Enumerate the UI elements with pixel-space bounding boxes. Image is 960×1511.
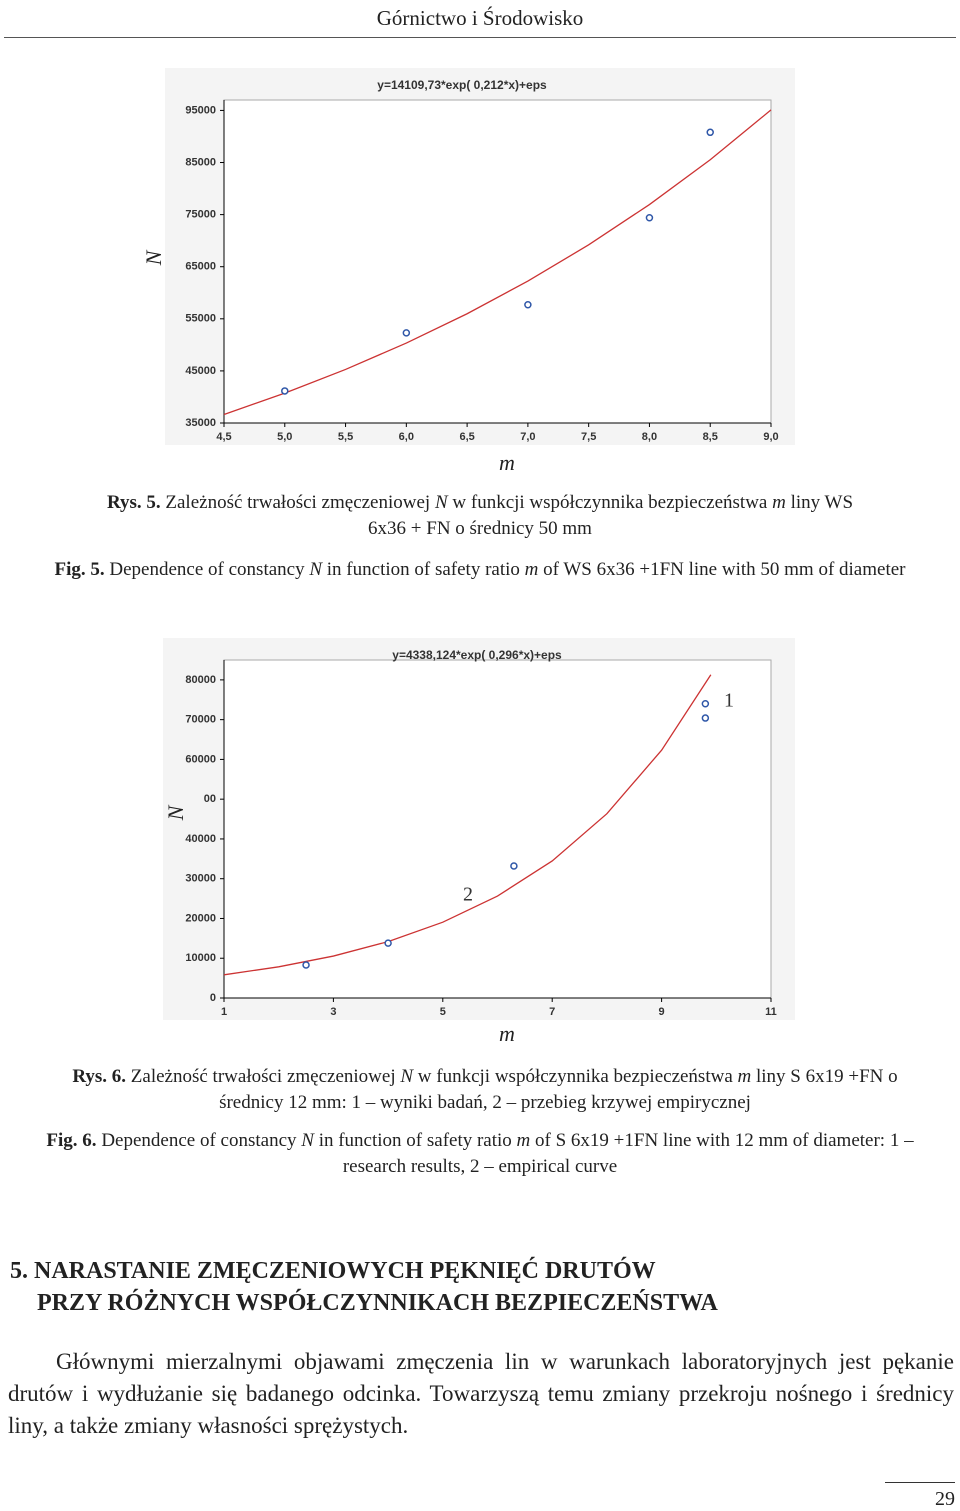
x-tick-label: 4,5 (216, 431, 231, 443)
caption-text: Dependence of constancy (96, 1130, 302, 1151)
caption-text: liny WS 6x36 + FN o średnicy 50 mm (368, 492, 854, 539)
caption-text: of S 6x19 +1FN line with 12 mm of diamet… (342, 1130, 914, 1177)
data-point (402, 329, 411, 337)
y-tick-label: 55000 (185, 313, 216, 325)
caption-text: in function of safety ratio (322, 559, 525, 580)
caption-text: m (737, 1066, 752, 1087)
caption-text: liny S 6x19 +FN o średnicy 12 mm: 1 – wy… (219, 1066, 898, 1113)
data-point (701, 714, 710, 722)
figure-caption: Rys. 6. Zależność trwałości zmęczeniowej… (60, 1064, 910, 1116)
caption-text: m (772, 492, 786, 513)
x-axis-label: m (499, 450, 515, 475)
y-tick-label: 0 (210, 992, 216, 1004)
chart: y=4338,124*exp( 0,296*x)+eps 0 10000 20000 3… (163, 638, 795, 1046)
caption-text: Zależność trwałości zmęczeniowej (160, 492, 435, 513)
page-rule (885, 1482, 955, 1483)
y-axis-label: N (141, 249, 166, 266)
y-tick-label: 85000 (185, 156, 216, 168)
caption-text: w funkcji współczynnika bezpieczeństwa (413, 1066, 738, 1087)
data-point (524, 300, 532, 309)
data-point (384, 939, 392, 947)
x-tick-label: 5,0 (277, 431, 292, 443)
caption-label: Rys. 5. (106, 492, 161, 513)
x-tick-label: 6,0 (399, 431, 414, 443)
x-tick-label: 9 (659, 1006, 665, 1018)
y-tick-label: 40000 (185, 833, 216, 845)
running-header: Górnictwo i Środowisko (376, 6, 584, 30)
chart-title: y=4338,124*exp( 0,296*x)+eps (392, 648, 562, 662)
x-axis-label: m (499, 1021, 515, 1046)
y-tick-label: 30000 (185, 873, 216, 885)
caption-text: Dependence of constancy (104, 559, 310, 580)
y-tick-label: 10000 (185, 952, 216, 964)
data-point (281, 387, 289, 395)
caption-label: Fig. 5. (54, 559, 105, 580)
plot-area (223, 659, 772, 999)
x-tick-label: 1 (221, 1006, 227, 1018)
x-tick-label: 9,0 (763, 431, 778, 443)
caption-text: N (400, 1066, 414, 1087)
data-point (510, 862, 518, 870)
x-tick-label: 7 (549, 1006, 555, 1018)
chart: y=14109,73*exp( 0,212*x)+eps 35000 45000 55… (141, 68, 795, 475)
heading-line: PRZY RÓŻNYCH WSPÓŁCZYNNIKACH BEZPIECZEŃS… (37, 1290, 718, 1316)
chart-title: y=14109,73*exp( 0,212*x)+eps (377, 78, 547, 92)
x-tick-label: 6,5 (459, 431, 474, 443)
caption-label: Rys. 6. (72, 1066, 127, 1087)
figure-caption: Fig. 6. Dependence of constancy N in fun… (40, 1128, 920, 1180)
data-point (706, 128, 714, 137)
y-tick-label: 00 (204, 793, 216, 805)
section-heading: 5. NARASTANIE ZMĘCZENIOWYCH PĘKNIĘĆ DRUT… (10, 1255, 718, 1319)
y-tick-label: 60000 (185, 753, 216, 765)
data-point (701, 699, 710, 708)
caption-text: N (434, 492, 448, 513)
y-tick-label: 20000 (185, 912, 216, 924)
heading-line: 5. NARASTANIE ZMĘCZENIOWYCH PĘKNIĘĆ DRUT… (10, 1258, 656, 1284)
x-tick-label: 7,5 (581, 431, 596, 443)
caption-text: in function of safety ratio (313, 1130, 517, 1151)
y-tick-label: 65000 (185, 261, 216, 273)
annotation: 1 (724, 690, 734, 712)
y-tick-label: 80000 (185, 674, 216, 686)
figure-caption: Fig. 5. Dependence of constancy N in fun… (30, 557, 930, 583)
data-point (302, 961, 310, 969)
y-tick-label: 70000 (185, 714, 216, 726)
annotation: 2 (463, 884, 473, 906)
caption-text: m (524, 559, 539, 580)
fit-curve (223, 109, 772, 416)
y-axis-label: N (163, 804, 188, 821)
data-point (645, 213, 654, 222)
y-tick-label: 95000 (185, 104, 216, 116)
caption-text: of WS 6x36 +1FN line with 50 mm of diame… (538, 559, 906, 580)
x-tick-label: 3 (330, 1006, 336, 1018)
caption-text: N (309, 559, 323, 580)
caption-text: m (516, 1130, 531, 1151)
x-tick-label: 5 (440, 1006, 446, 1018)
y-tick-label: 35000 (185, 417, 216, 429)
x-tick-label: 7,0 (520, 431, 535, 443)
plot-area (223, 99, 772, 424)
paragraph: Głównymi mierzalnymi objawami zmęczenia … (8, 1349, 954, 1438)
caption-text: w funkcji współczynnika bezpieczeństwa (447, 492, 773, 513)
page-number: 29 (935, 1488, 955, 1510)
x-tick-label: 5,5 (338, 431, 353, 443)
caption-text: N (301, 1130, 314, 1151)
y-tick-label: 75000 (185, 209, 216, 221)
x-tick-label: 8,0 (642, 431, 657, 443)
caption-text: Zależność trwałości zmęczeniowej (126, 1066, 401, 1087)
header-rule (4, 37, 956, 38)
x-tick-label: 8,5 (703, 431, 718, 443)
x-tick-label: 11 (765, 1006, 777, 1018)
y-tick-label: 45000 (185, 365, 216, 377)
figure-caption: Rys. 5. Zależność trwałości zmęczeniowej… (90, 490, 870, 542)
caption-label: Fig. 6. (46, 1130, 97, 1151)
